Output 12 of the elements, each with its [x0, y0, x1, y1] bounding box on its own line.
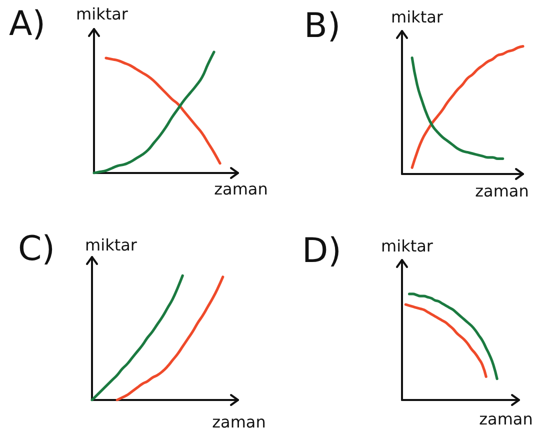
chart-title: C) [18, 229, 56, 269]
x-axis-title: zaman [475, 182, 529, 200]
y-axis-title: miktar [76, 4, 128, 24]
x-axis-title: zaman [214, 180, 268, 198]
y-axis-title: miktar [391, 8, 444, 26]
chart-title: D) [302, 231, 342, 271]
x-axis-title: zaman [212, 412, 266, 432]
x-axis-title: zaman [479, 410, 533, 428]
chart-title: B) [304, 6, 341, 46]
y-axis-title: miktar [85, 236, 138, 254]
chart-title: A) [9, 4, 46, 44]
y-axis-title: miktar [381, 236, 434, 256]
